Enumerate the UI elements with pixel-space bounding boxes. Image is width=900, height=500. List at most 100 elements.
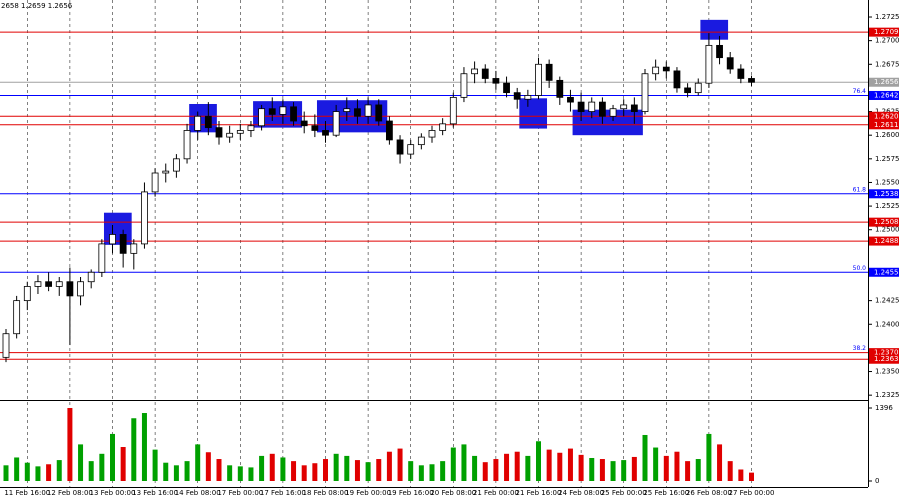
volume-bar xyxy=(323,459,328,481)
candle-body xyxy=(748,78,755,83)
candle-body xyxy=(119,234,127,254)
candle-body xyxy=(141,191,148,245)
volume-bar xyxy=(269,453,275,481)
volume-bar xyxy=(450,447,456,481)
volume-bar xyxy=(67,408,73,481)
candle-body xyxy=(567,96,574,103)
candle-body xyxy=(577,101,585,112)
volume-bar xyxy=(642,434,648,481)
volume-bar xyxy=(685,461,691,481)
level-label-bg xyxy=(869,217,899,227)
volume-bar xyxy=(514,451,520,481)
candle-body xyxy=(385,120,393,141)
volume-bar xyxy=(280,457,286,481)
volume-bar xyxy=(589,457,595,481)
candle-body xyxy=(620,104,628,110)
candle-body xyxy=(45,281,52,287)
volume-bar xyxy=(354,460,360,481)
volume-bar xyxy=(173,465,179,481)
y-tick-label: 1.2575 xyxy=(875,155,900,163)
volume-bar xyxy=(621,460,627,481)
candle-body xyxy=(151,172,159,193)
candle-body xyxy=(55,281,63,287)
volume-bar xyxy=(440,461,446,481)
volume-bar xyxy=(14,457,20,481)
candle-body xyxy=(300,120,308,127)
y-tick-label: 1.2600 xyxy=(875,131,900,139)
volume-bar xyxy=(227,465,233,481)
volume-bar xyxy=(248,467,254,481)
level-label: 1.2620 xyxy=(874,112,899,120)
highlight-box xyxy=(519,98,548,129)
level-label-bg xyxy=(869,236,899,246)
candle-body xyxy=(545,63,553,81)
candle-body xyxy=(98,243,106,273)
x-tick-label: 21 Feb 00:00 xyxy=(473,489,519,497)
candle-body xyxy=(162,170,170,174)
volume-bar xyxy=(653,447,659,481)
y-tick-label: 1.2550 xyxy=(875,178,900,186)
volume-bar xyxy=(738,469,744,481)
volume-bar xyxy=(482,462,488,481)
volume-bar xyxy=(88,461,94,481)
y-tick-label: 1.2500 xyxy=(875,226,900,234)
candle-body xyxy=(279,106,287,115)
volume-bar xyxy=(205,452,211,481)
level-label: 1.2642 xyxy=(874,91,899,99)
x-tick-label: 21 Feb 16:00 xyxy=(516,489,562,497)
volume-bar xyxy=(717,444,723,481)
candle-body xyxy=(34,281,42,287)
level-label-bg xyxy=(869,111,899,121)
volume-bar xyxy=(727,461,733,481)
candle-body xyxy=(417,136,425,146)
candle-body xyxy=(535,63,542,96)
volume-bar xyxy=(312,463,318,481)
candle-body xyxy=(428,130,436,138)
volume-bar xyxy=(599,459,605,481)
volume-bar xyxy=(216,459,222,481)
candle-body xyxy=(215,127,223,138)
candle-body xyxy=(13,300,21,335)
candle-body xyxy=(439,123,447,131)
candle-body xyxy=(258,108,266,127)
volume-tick-label: 0 xyxy=(875,477,879,485)
volume-bar xyxy=(386,451,392,481)
x-tick-label: 26 Feb 08:00 xyxy=(686,489,732,497)
volume-bar xyxy=(546,449,552,481)
candle-body xyxy=(673,70,681,89)
volume-bar xyxy=(120,447,126,481)
highlight-box xyxy=(572,109,643,136)
candle-body xyxy=(503,82,510,94)
candle-body xyxy=(247,125,255,131)
fib-label: 76.4 xyxy=(853,88,867,95)
volume-bar xyxy=(141,413,147,481)
volume-bar xyxy=(461,444,467,481)
candle-body xyxy=(471,68,479,75)
volume-bar xyxy=(163,462,169,481)
candle-body xyxy=(630,104,638,112)
y-tick-label: 1.2350 xyxy=(875,368,900,376)
level-label: 1.2709 xyxy=(874,28,899,36)
volume-bar xyxy=(418,465,424,481)
candle-body xyxy=(77,281,84,297)
x-tick-label: 25 Feb 16:00 xyxy=(643,489,689,497)
candle-body xyxy=(2,333,10,358)
volume-bar xyxy=(610,461,616,481)
y-tick-label: 1.2325 xyxy=(875,391,900,399)
candle-body xyxy=(556,79,564,98)
y-tick-label: 1.2425 xyxy=(875,297,900,305)
volume-bar xyxy=(78,444,84,481)
fib-label: 38.2 xyxy=(853,345,867,352)
volume-bar xyxy=(557,452,563,481)
level-label-bg xyxy=(869,267,899,277)
level-label: 1.2538 xyxy=(874,190,899,198)
candle-body xyxy=(694,82,702,94)
candle-body xyxy=(311,125,319,131)
volume-bar xyxy=(567,448,573,481)
volume-bar xyxy=(99,453,105,481)
candle-body xyxy=(396,139,404,155)
level-label-bg xyxy=(869,189,899,199)
volume-bar xyxy=(408,461,414,481)
fib-label: 61.8 xyxy=(853,186,867,193)
y-tick-label: 1.2675 xyxy=(875,60,900,68)
